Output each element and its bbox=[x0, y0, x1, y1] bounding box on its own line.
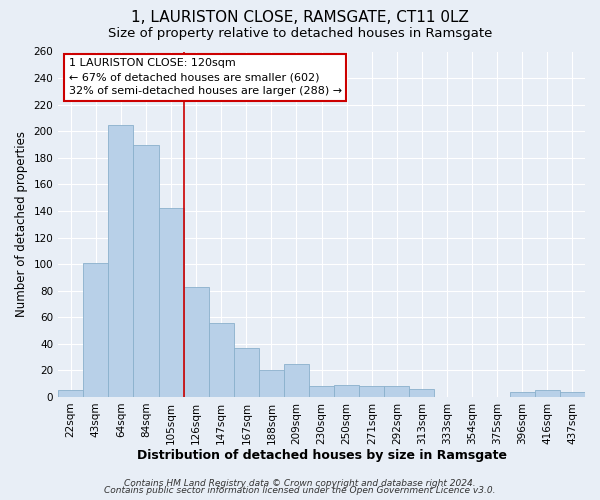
Bar bbox=[184, 286, 209, 397]
Bar bbox=[158, 208, 184, 397]
Bar bbox=[385, 386, 409, 397]
Bar bbox=[284, 364, 309, 397]
Bar bbox=[560, 392, 585, 397]
Bar bbox=[309, 386, 334, 397]
Bar bbox=[359, 386, 385, 397]
Bar bbox=[109, 124, 133, 397]
Bar bbox=[209, 322, 234, 397]
Text: 1 LAURISTON CLOSE: 120sqm
← 67% of detached houses are smaller (602)
32% of semi: 1 LAURISTON CLOSE: 120sqm ← 67% of detac… bbox=[69, 58, 342, 96]
Bar bbox=[259, 370, 284, 397]
Bar bbox=[133, 144, 158, 397]
Bar bbox=[409, 389, 434, 397]
Bar bbox=[535, 390, 560, 397]
Y-axis label: Number of detached properties: Number of detached properties bbox=[15, 131, 28, 317]
Bar bbox=[58, 390, 83, 397]
Text: Size of property relative to detached houses in Ramsgate: Size of property relative to detached ho… bbox=[108, 28, 492, 40]
Bar bbox=[510, 392, 535, 397]
Text: 1, LAURISTON CLOSE, RAMSGATE, CT11 0LZ: 1, LAURISTON CLOSE, RAMSGATE, CT11 0LZ bbox=[131, 10, 469, 25]
Bar bbox=[83, 263, 109, 397]
Text: Contains public sector information licensed under the Open Government Licence v3: Contains public sector information licen… bbox=[104, 486, 496, 495]
Text: Contains HM Land Registry data © Crown copyright and database right 2024.: Contains HM Land Registry data © Crown c… bbox=[124, 478, 476, 488]
Bar bbox=[234, 348, 259, 397]
X-axis label: Distribution of detached houses by size in Ramsgate: Distribution of detached houses by size … bbox=[137, 450, 506, 462]
Bar bbox=[334, 385, 359, 397]
